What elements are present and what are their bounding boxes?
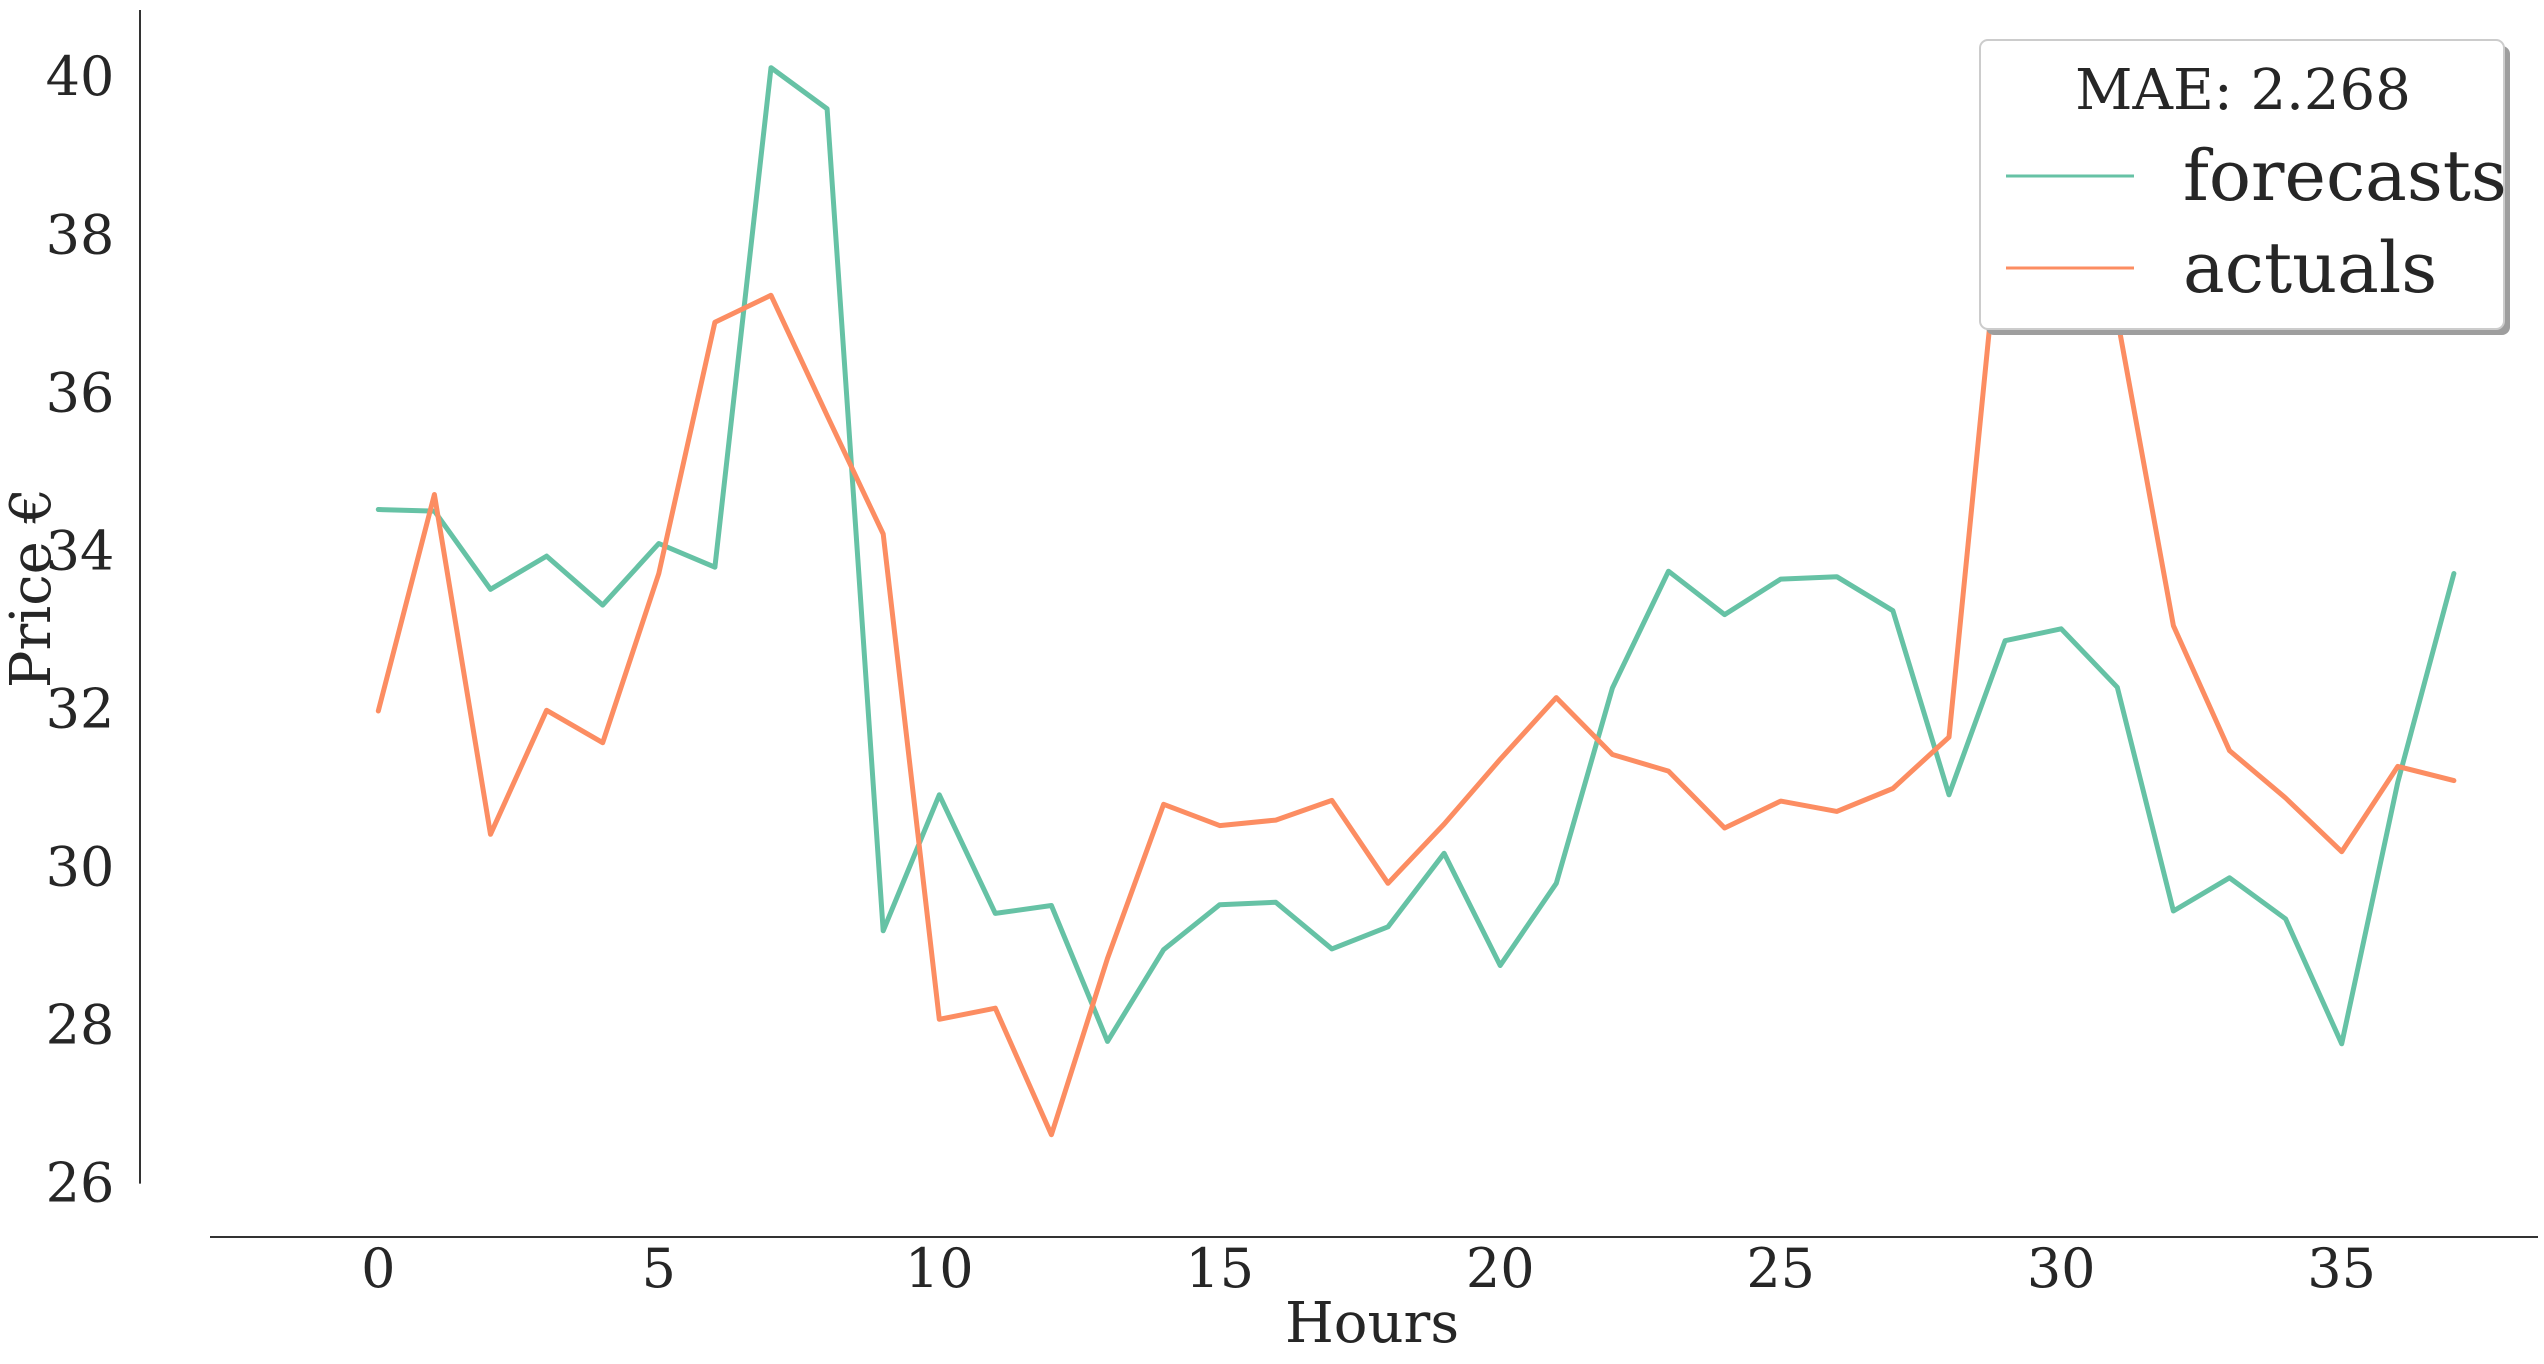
x-tick-label: 0 <box>361 1237 395 1300</box>
y-tick-label: 34 <box>46 519 115 582</box>
x-tick-label: 30 <box>2027 1237 2096 1300</box>
x-tick-label: 15 <box>1185 1237 1254 1300</box>
legend-box <box>1979 39 2505 330</box>
y-tick-label: 26 <box>46 1152 115 1215</box>
legend-label-actuals: actuals <box>2183 227 2437 309</box>
x-axis-title: Hours <box>1285 1291 1459 1356</box>
y-axis: 26 28 30 32 34 36 38 40 <box>46 10 141 1215</box>
y-tick-label: 38 <box>46 203 115 266</box>
x-tick-label: 20 <box>1466 1237 1535 1300</box>
legend: MAE: 2.268 forecasts actuals <box>1979 39 2510 335</box>
x-tick-label: 5 <box>642 1237 676 1300</box>
y-tick-label: 36 <box>46 361 115 424</box>
legend-title: MAE: 2.268 <box>2075 58 2411 123</box>
y-tick-label: 32 <box>46 677 115 740</box>
x-tick-label: 35 <box>2307 1237 2376 1300</box>
x-axis: 0 5 10 15 20 25 30 35 <box>210 1236 2538 1300</box>
y-tick-label: 30 <box>46 836 115 899</box>
y-tick-label: 28 <box>46 994 115 1057</box>
x-tick-label: 10 <box>905 1237 974 1300</box>
y-axis-title: Price € <box>0 488 64 688</box>
x-tick-label: 25 <box>1746 1237 1815 1300</box>
y-tick-label: 40 <box>46 45 115 108</box>
series-line-forecasts <box>375 65 2457 1047</box>
legend-label-forecasts: forecasts <box>2183 135 2507 217</box>
